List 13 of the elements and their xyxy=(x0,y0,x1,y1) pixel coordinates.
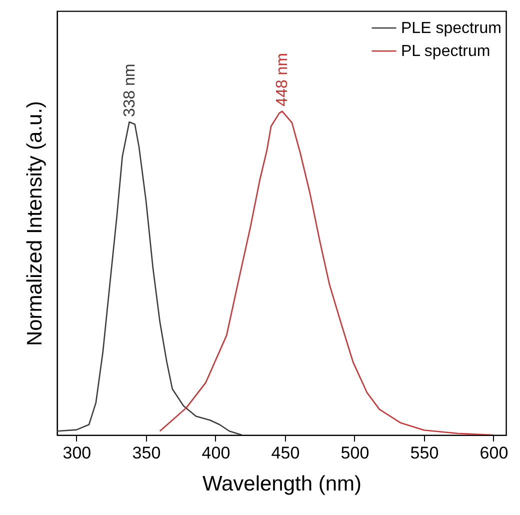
x-tick-label: 600 xyxy=(480,444,508,462)
x-axis-title: Wavelength (nm) xyxy=(202,472,362,496)
legend-label: PL spectrum xyxy=(401,43,490,60)
x-tick-label: 350 xyxy=(132,444,161,462)
annotation: 448 nm xyxy=(274,52,292,106)
x-tick-label: 300 xyxy=(62,444,92,462)
x-tick-label: 450 xyxy=(271,444,300,462)
y-axis-title: Normalized Intensity (a.u.) xyxy=(24,100,46,346)
legend-label: PLE spectrum xyxy=(401,20,502,37)
annotation: 338 nm xyxy=(121,64,138,118)
x-tick-label: 500 xyxy=(340,444,370,462)
x-tick-label: 400 xyxy=(202,444,230,462)
x-tick-label: 550 xyxy=(410,444,439,462)
